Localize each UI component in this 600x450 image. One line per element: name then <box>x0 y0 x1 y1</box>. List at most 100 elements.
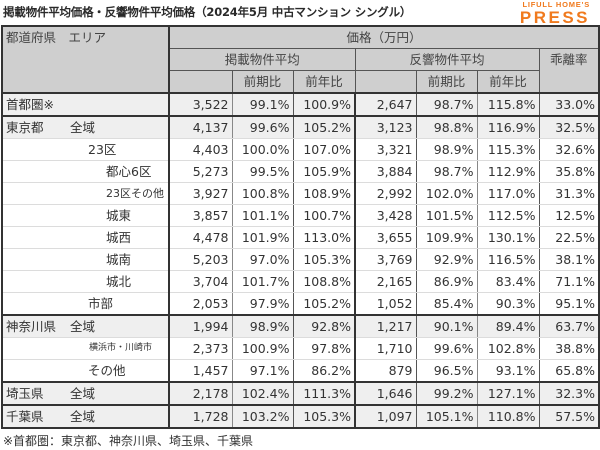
area-name: 市部 <box>1 292 170 316</box>
row-label: 首都圏※ <box>1 92 170 117</box>
header-area: 都道府県 エリア <box>1 25 170 94</box>
listed-yoy: 86.2% <box>293 359 356 383</box>
inquiry-yoy: 83.4% <box>477 270 540 293</box>
inquiry-yoy: 115.3% <box>477 138 540 161</box>
table-row: 市部 2,053 97.9% 105.2% 1,052 85.4% 90.3% … <box>1 292 600 316</box>
inquiry-qoq: 98.7% <box>416 92 478 117</box>
table-row: 城西 4,478 101.9% 113.0% 3,655 109.9% 130.… <box>1 226 600 249</box>
header-inquiry-qoq: 前期比 <box>415 70 478 94</box>
header-price-group: 価格（万円） <box>168 25 600 49</box>
inquiry-price: 3,884 <box>355 160 417 183</box>
listed-yoy: 105.2% <box>293 292 356 316</box>
inquiry-price: 1,217 <box>355 314 417 338</box>
divergence: 38.1% <box>539 248 600 271</box>
inquiry-yoy: 102.8% <box>477 337 540 360</box>
inquiry-yoy: 130.1% <box>477 226 540 249</box>
area-name: 都心6区 <box>1 160 170 183</box>
listed-qoq: 103.2% <box>232 404 294 429</box>
divergence: 65.8% <box>539 359 600 383</box>
inquiry-yoy: 89.4% <box>477 314 540 338</box>
divergence: 38.8% <box>539 337 600 360</box>
header-inquiry-yoy: 前年比 <box>476 70 540 94</box>
inquiry-qoq: 96.5% <box>416 359 478 383</box>
table-row: 23区 4,403 100.0% 107.0% 3,321 98.9% 115.… <box>1 138 600 161</box>
footnote: ※首都圏：東京都、神奈川県、埼玉県、千葉県 <box>3 434 254 448</box>
inquiry-price: 3,655 <box>355 226 417 249</box>
area-name: その他 <box>1 359 170 383</box>
area-name: 23区その他 <box>1 182 170 205</box>
inquiry-qoq: 109.9% <box>416 226 478 249</box>
listed-yoy: 92.8% <box>293 314 356 338</box>
inquiry-qoq: 85.4% <box>416 292 478 316</box>
listed-price: 1,457 <box>169 359 233 383</box>
listed-qoq: 97.0% <box>232 248 294 271</box>
header-divergence: 乖離率 <box>538 48 600 94</box>
table-row: 首都圏※ 3,522 99.1% 100.9% 2,647 98.7% 115.… <box>1 92 600 117</box>
inquiry-yoy: 116.9% <box>477 115 540 139</box>
row-label: 神奈川県 全域 <box>1 314 170 338</box>
listed-yoy: 105.9% <box>293 160 356 183</box>
brand-logo: LIFULL HOME'S PRESS <box>520 0 590 26</box>
row-label: 東京都 全域 <box>1 115 170 139</box>
table-row: 埼玉県 全域 2,178 102.4% 111.3% 1,646 99.2% 12… <box>1 381 600 406</box>
divergence: 31.3% <box>539 182 600 205</box>
listed-yoy: 111.3% <box>293 381 356 406</box>
divergence: 22.5% <box>539 226 600 249</box>
listed-qoq: 102.4% <box>232 381 294 406</box>
header-listed-avg: 掲載物件平均 <box>168 48 356 71</box>
inquiry-qoq: 102.0% <box>416 182 478 205</box>
divergence: 63.7% <box>539 314 600 338</box>
listed-qoq: 98.9% <box>232 314 294 338</box>
inquiry-qoq: 90.1% <box>416 314 478 338</box>
table-row: 城北 3,704 101.7% 108.8% 2,165 86.9% 83.4%… <box>1 270 600 293</box>
table-row: 都心6区 5,273 99.5% 105.9% 3,884 98.7% 112.… <box>1 160 600 183</box>
listed-price: 5,203 <box>169 248 233 271</box>
listed-price: 4,137 <box>169 115 233 139</box>
inquiry-yoy: 112.5% <box>477 204 540 227</box>
inquiry-price: 2,647 <box>355 92 417 117</box>
area-name: 全域 <box>70 319 96 334</box>
table-row: その他 1,457 97.1% 86.2% 879 96.5% 93.1% 65… <box>1 359 600 383</box>
row-label: 千葉県 全域 <box>1 404 170 429</box>
area-name: 23区 <box>1 138 170 161</box>
inquiry-yoy: 110.8% <box>477 404 540 429</box>
listed-yoy: 113.0% <box>293 226 356 249</box>
listed-price: 1,728 <box>169 404 233 429</box>
brand-logo-bottom: PRESS <box>519 7 590 27</box>
listed-yoy: 100.9% <box>293 92 356 117</box>
inquiry-qoq: 98.7% <box>416 160 478 183</box>
table-row: 横浜市・川崎市 2,373 100.9% 97.8% 1,710 99.6% 1… <box>1 337 600 360</box>
inquiry-price: 2,992 <box>355 182 417 205</box>
pref-name: 神奈川県 <box>6 319 57 334</box>
table-row: 東京都 全域 4,137 99.6% 105.2% 3,123 98.8% 116… <box>1 115 600 139</box>
inquiry-price: 1,646 <box>355 381 417 406</box>
inquiry-yoy: 115.8% <box>477 92 540 117</box>
inquiry-price: 3,428 <box>355 204 417 227</box>
listed-yoy: 108.9% <box>293 182 356 205</box>
listed-qoq: 101.9% <box>232 226 294 249</box>
area-name: 城西 <box>1 226 170 249</box>
inquiry-yoy: 127.1% <box>477 381 540 406</box>
area-name: 城東 <box>1 204 170 227</box>
listed-yoy: 108.8% <box>293 270 356 293</box>
inquiry-qoq: 98.8% <box>416 115 478 139</box>
inquiry-price: 3,123 <box>355 115 417 139</box>
area-name: 全域 <box>70 120 96 135</box>
listed-qoq: 101.7% <box>232 270 294 293</box>
table-row: 23区その他 3,927 100.8% 108.9% 2,992 102.0% … <box>1 182 600 205</box>
area-name: 全域 <box>70 386 96 401</box>
divergence: 57.5% <box>539 404 600 429</box>
inquiry-qoq: 99.2% <box>416 381 478 406</box>
table-row: 神奈川県 全域 1,994 98.9% 92.8% 1,217 90.1% 89.… <box>1 314 600 338</box>
pref-name: 東京都 <box>6 120 44 135</box>
inquiry-price: 1,052 <box>355 292 417 316</box>
listed-qoq: 99.5% <box>232 160 294 183</box>
area-name: 城南 <box>1 248 170 271</box>
header-inquiry-avg: 反響物件平均 <box>354 48 540 71</box>
table-row: 城南 5,203 97.0% 105.3% 3,769 92.9% 116.5%… <box>1 248 600 271</box>
inquiry-qoq: 105.1% <box>416 404 478 429</box>
inquiry-qoq: 92.9% <box>416 248 478 271</box>
inquiry-yoy: 112.9% <box>477 160 540 183</box>
listed-qoq: 100.0% <box>232 138 294 161</box>
listed-qoq: 100.8% <box>232 182 294 205</box>
